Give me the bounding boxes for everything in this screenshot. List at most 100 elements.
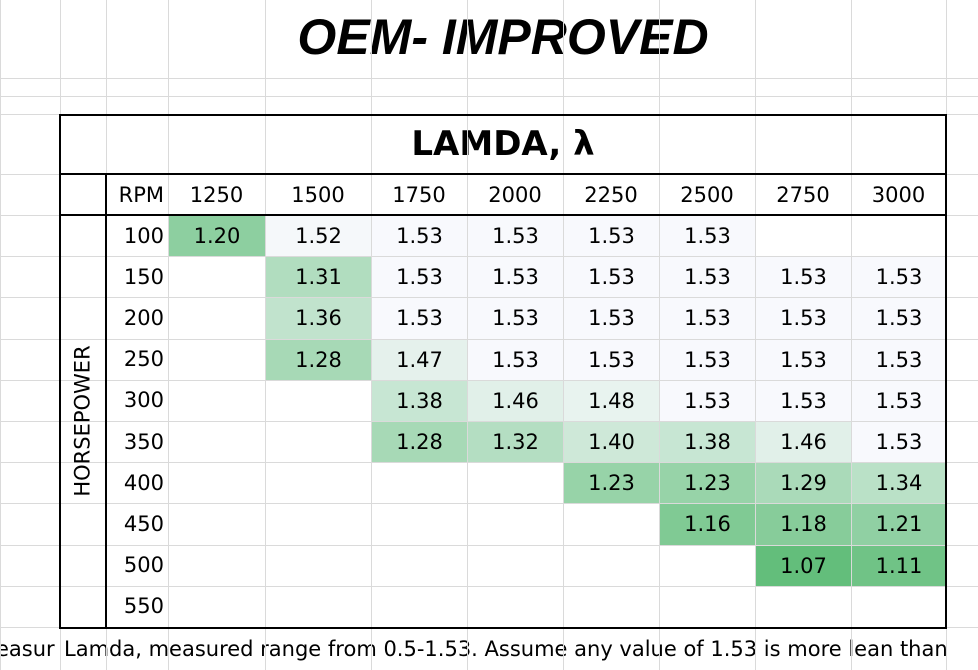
- column-header: 1500: [291, 182, 345, 207]
- grid-line: [563, 0, 564, 670]
- grid-line: [371, 0, 372, 670]
- table-cell: [564, 587, 659, 627]
- table-cell: [266, 463, 371, 503]
- table-cell: [169, 587, 265, 627]
- table-cell: [372, 504, 467, 544]
- row-label: 200: [123, 305, 164, 330]
- table-border: [60, 114, 947, 116]
- table-cell: [266, 587, 371, 627]
- table-cell: [169, 381, 265, 421]
- table-cell: [468, 463, 563, 503]
- grid-line: [0, 585, 978, 587]
- table-cell: 1.53: [564, 257, 659, 298]
- table-border: [945, 114, 947, 629]
- table-cell: [660, 546, 755, 586]
- grid-line: [265, 0, 266, 670]
- table-cell: 1.53: [852, 298, 946, 339]
- table-border: [60, 173, 947, 175]
- grid-line: [851, 0, 852, 670]
- table-cell: [169, 298, 265, 338]
- table-cell: [852, 216, 946, 256]
- table-cell: [660, 587, 755, 627]
- column-header: 3000: [871, 182, 926, 207]
- table-cell: 1.20: [169, 216, 265, 257]
- table-cell: [266, 422, 371, 462]
- table-caption: LAMDA, λ: [411, 124, 595, 164]
- grid-line: [0, 421, 978, 422]
- table-cell: 1.53: [564, 216, 659, 257]
- table-cell: [266, 381, 371, 421]
- table-cell: [852, 587, 946, 627]
- table-cell: 1.53: [756, 339, 851, 380]
- table-cell: 1.53: [660, 339, 755, 380]
- table-cell: 1.48: [564, 380, 659, 421]
- table-cell: 1.46: [756, 422, 851, 463]
- table-cell: 1.46: [468, 380, 563, 421]
- table-cell: 1.53: [468, 298, 563, 339]
- table-cell: 1.47: [372, 339, 467, 380]
- table-cell: 1.53: [468, 257, 563, 298]
- table-cell: 1.53: [372, 216, 467, 257]
- table-cell: 1.16: [660, 504, 755, 545]
- table-cell: [169, 546, 265, 586]
- table-cell: [169, 340, 265, 380]
- table-cell: 1.53: [660, 380, 755, 421]
- corner-label: RPM: [118, 182, 164, 207]
- grid-line: [0, 297, 978, 299]
- grid-line: [0, 338, 978, 340]
- table-cell: 1.53: [852, 257, 946, 298]
- grid-line: [755, 0, 756, 670]
- grid-line: [0, 78, 978, 79]
- table-cell: [169, 422, 265, 462]
- table-cell: 1.28: [372, 422, 467, 463]
- table-cell: 1.21: [852, 504, 946, 545]
- table-cell: 1.07: [756, 545, 851, 586]
- row-label: 400: [123, 470, 164, 495]
- row-label: 550: [123, 594, 164, 619]
- column-header: 2250: [584, 182, 638, 207]
- grid-line: [0, 379, 978, 381]
- column-header: 1750: [392, 182, 446, 207]
- table-cell: [468, 587, 563, 627]
- table-cell: [372, 587, 467, 627]
- table-cell: 1.52: [266, 216, 371, 257]
- table-cell: 1.38: [372, 380, 467, 421]
- table-cell: 1.38: [660, 422, 755, 463]
- grid-line: [0, 0, 1, 670]
- table-cell: [564, 546, 659, 586]
- table-cell: 1.53: [468, 216, 563, 257]
- table-cell: 1.28: [266, 339, 371, 380]
- table-border: [60, 627, 947, 629]
- table-cell: 1.11: [852, 545, 946, 586]
- table-cell: [468, 546, 563, 586]
- grid-line: [0, 96, 978, 97]
- axis-label-text: HORSEPOWER: [71, 345, 96, 497]
- table-border: [105, 174, 107, 627]
- table-cell: 1.23: [564, 463, 659, 504]
- table-cell: [169, 463, 265, 503]
- table-cell: 1.18: [756, 504, 851, 545]
- table-cell: [266, 504, 371, 544]
- table-cell: 1.29: [756, 463, 851, 504]
- column-header: 2500: [680, 182, 734, 207]
- table-cell: [169, 504, 265, 544]
- table-border: [59, 114, 61, 629]
- grid-line: [0, 256, 978, 258]
- table-cell: 1.53: [756, 380, 851, 421]
- column-header: 1250: [189, 182, 244, 207]
- table-cell: 1.31: [266, 257, 371, 298]
- grid-line: [0, 544, 978, 546]
- table-cell: 1.34: [852, 463, 946, 504]
- table-cell: 1.53: [468, 339, 563, 380]
- table-cell: 1.53: [660, 216, 755, 257]
- table-cell: 1.53: [372, 298, 467, 339]
- footer-note: Lamda, measured range from 0.5-1.53. Ass…: [64, 637, 948, 661]
- row-label: 300: [123, 388, 164, 413]
- table-cell: 1.53: [756, 257, 851, 298]
- table-cell: 1.36: [266, 298, 371, 339]
- column-header: 2750: [776, 182, 830, 207]
- grid-line: [0, 503, 978, 505]
- row-label: 500: [123, 553, 164, 578]
- grid-line: [659, 0, 660, 670]
